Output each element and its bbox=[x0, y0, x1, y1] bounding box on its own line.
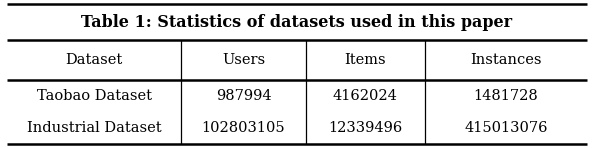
Text: 102803105: 102803105 bbox=[202, 121, 285, 135]
Text: 987994: 987994 bbox=[216, 89, 271, 103]
Text: 415013076: 415013076 bbox=[464, 121, 548, 135]
Text: Items: Items bbox=[345, 53, 386, 67]
Text: 12339496: 12339496 bbox=[328, 121, 403, 135]
Text: Dataset: Dataset bbox=[65, 53, 123, 67]
Text: Users: Users bbox=[222, 53, 265, 67]
Text: 4162024: 4162024 bbox=[333, 89, 398, 103]
Text: 1481728: 1481728 bbox=[473, 89, 538, 103]
Text: Industrial Dataset: Industrial Dataset bbox=[27, 121, 162, 135]
Text: Table 1: Statistics of datasets used in this paper: Table 1: Statistics of datasets used in … bbox=[81, 14, 513, 31]
Text: Instances: Instances bbox=[470, 53, 542, 67]
Text: Taobao Dataset: Taobao Dataset bbox=[37, 89, 151, 103]
